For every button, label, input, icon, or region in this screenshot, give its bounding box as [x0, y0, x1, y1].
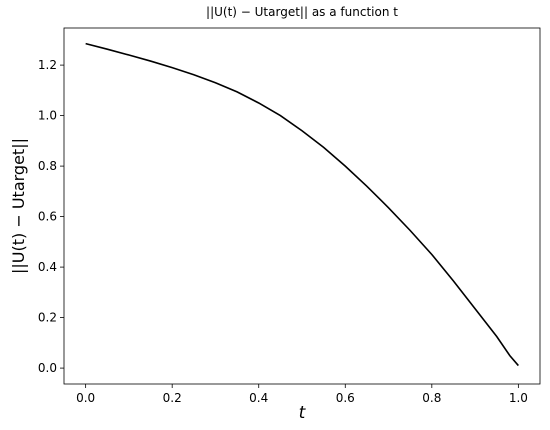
y-tick-label: 0.2	[38, 311, 57, 325]
plot-frame	[63, 27, 541, 385]
x-tick-label: 0.6	[336, 391, 355, 405]
x-axis-label: t	[299, 403, 307, 423]
y-tick-label: 1.2	[38, 58, 57, 72]
y-axis-label: ||U(t) − Utarget||	[9, 138, 28, 274]
x-tick-label: 0.4	[249, 391, 268, 405]
chart-title: ||U(t) − Utarget|| as a function t	[206, 5, 398, 19]
x-tick-label: 0.8	[422, 391, 441, 405]
y-tick-label: 0.0	[38, 361, 57, 375]
y-tick-label: 0.8	[38, 159, 57, 173]
y-tick-label: 0.4	[38, 260, 57, 274]
y-tick-label: 1.0	[38, 109, 57, 123]
y-tick-label: 0.6	[38, 210, 57, 224]
line	[85, 42, 519, 367]
x-tick-label: 0.2	[163, 391, 182, 405]
x-tick-label: 0.0	[76, 391, 95, 405]
x-tick-label: 1.0	[509, 391, 528, 405]
